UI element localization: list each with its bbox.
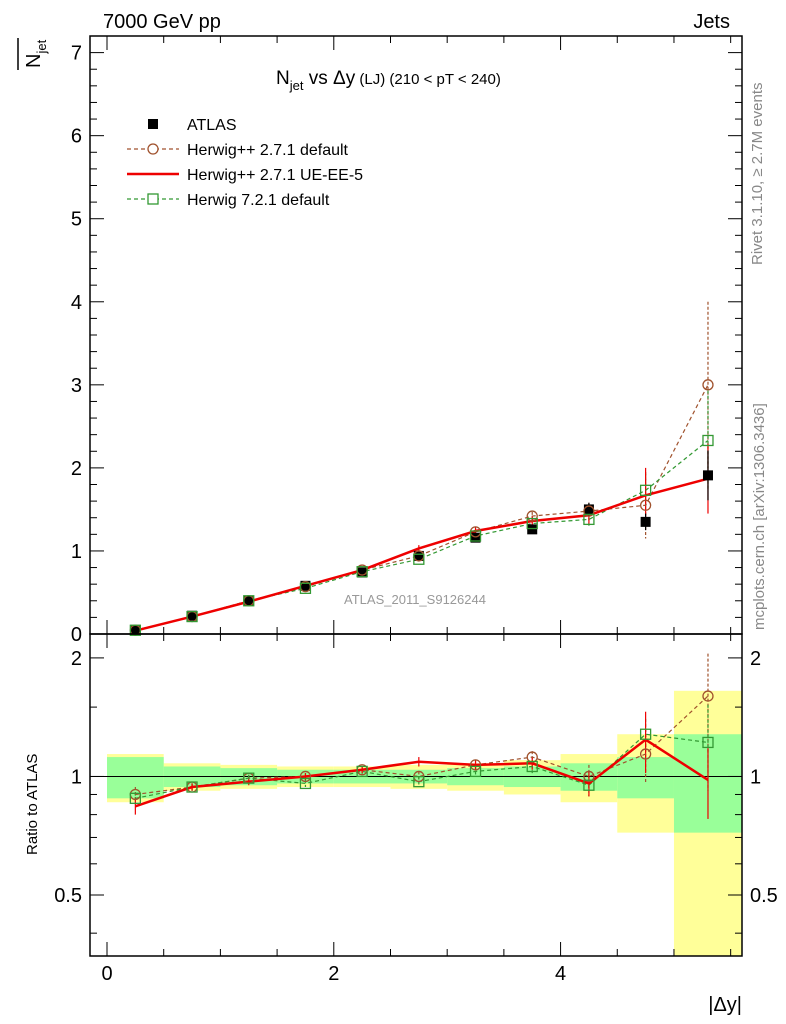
ratio-plot-series xyxy=(129,653,714,819)
legend: ATLAS Herwig++ 2.7.1 default Herwig++ 2.7.… xyxy=(127,117,363,209)
herwig7-ratio-marker xyxy=(639,728,652,740)
y-tick-label-main: 0 xyxy=(71,624,82,646)
y-tick-label-main: 1 xyxy=(71,541,82,563)
mcplots-label: mcplots.cern.ch [arXiv:1306.3436] xyxy=(751,403,768,630)
title-jet-sub: jet xyxy=(289,78,304,93)
ueee5-series-line xyxy=(135,477,709,632)
main-plot-series xyxy=(129,301,714,636)
ueee5-ratio-line xyxy=(134,738,709,808)
herwig7-marker xyxy=(469,530,482,542)
atlas-data-point xyxy=(470,532,481,543)
atlas-data-point xyxy=(640,516,651,527)
default-ratio-marker xyxy=(583,770,595,783)
y-tick-label-main: 7 xyxy=(71,43,82,65)
herwig7-ratio-marker xyxy=(356,765,368,778)
analysis-label: ATLAS_2011_S9126244 xyxy=(344,592,486,607)
default-marker xyxy=(702,379,714,391)
x-tick-label: 4 xyxy=(555,963,566,985)
x-tick-label: 0 xyxy=(101,963,112,985)
y-axis-label-main: Njet xyxy=(17,38,49,70)
ratio-data-bands xyxy=(90,690,742,956)
atlas-data-point xyxy=(243,595,254,606)
herwig7-marker xyxy=(129,624,142,636)
y-axis-label-ratio: Ratio to ATLAS xyxy=(24,754,41,855)
y-tick-label-ratio-right: 0.5 xyxy=(750,885,778,907)
herwig7-marker xyxy=(186,610,198,623)
y-tick-label-main: 2 xyxy=(71,458,82,480)
default-marker xyxy=(583,505,595,517)
herwig7-marker xyxy=(702,434,714,447)
herwig7-ratio-marker xyxy=(243,772,255,784)
ratio-band-inner xyxy=(107,757,164,799)
y-tick-label-ratio-right: 2 xyxy=(750,648,761,670)
herwig7-ratio-marker xyxy=(129,792,142,804)
herwig7-marker xyxy=(583,513,595,526)
rivet-version-label: Rivet 3.1.10, ≥ 2.7M events xyxy=(749,83,766,266)
herwig7-marker xyxy=(413,553,425,565)
atlas-data-point xyxy=(583,504,594,515)
atlas-data-point xyxy=(187,610,198,621)
default-ratio-marker xyxy=(299,770,312,783)
herwig7-ratio-marker xyxy=(413,776,425,788)
herwig7-ratio-marker xyxy=(702,736,714,749)
legend-label: Herwig++ 2.7.1 UE-EE-5 xyxy=(187,167,363,184)
y-tick-label-ratio-left: 1 xyxy=(71,766,82,788)
legend-marker-default xyxy=(147,143,159,155)
herwig7-marker xyxy=(639,484,652,496)
header-energy-label: 7000 GeV pp xyxy=(103,11,221,33)
y-tick-label-ratio-left: 2 xyxy=(71,648,82,670)
herwig7-marker xyxy=(356,566,368,578)
y-tick-label-main: 3 xyxy=(71,375,82,397)
herwig7-ratio-marker xyxy=(526,760,538,773)
atlas-data-point xyxy=(130,624,141,635)
atlas-data-point xyxy=(702,470,713,481)
y-tick-label-main: 5 xyxy=(71,209,82,231)
title-n: N xyxy=(276,68,290,89)
default-ratio-marker xyxy=(639,748,652,760)
plot-title: Njet vs Δy (LJ) (210 < pT < 240) xyxy=(276,68,501,93)
y-tick-label-main: 6 xyxy=(71,126,82,148)
herwig7-ratio-marker xyxy=(583,779,595,791)
x-axis-label: |Δy| xyxy=(708,994,742,1016)
default-marker xyxy=(639,499,652,511)
title-selection: (LJ) (210 < pT < 240) xyxy=(355,71,501,88)
herwig7-ratio-marker xyxy=(469,765,482,778)
herwig7-marker xyxy=(243,595,255,607)
default-ratio-marker xyxy=(702,690,714,702)
ylabel-jet-sub: jet xyxy=(34,39,49,54)
legend-label: Herwig++ 2.7.1 default xyxy=(187,142,349,159)
header-jets-label: Jets xyxy=(693,11,730,33)
legend-marker-atlas xyxy=(148,119,158,129)
default-ratio-marker xyxy=(469,759,482,771)
herwig7-ratio-marker xyxy=(299,777,312,790)
herwig7-ratio-marker xyxy=(186,781,198,793)
x-tick-label: 2 xyxy=(328,963,339,985)
herwig7-marker xyxy=(299,582,312,594)
atlas-data-point xyxy=(413,550,424,561)
default-marker xyxy=(526,510,538,522)
legend-label: Herwig 7.2.1 default xyxy=(187,192,330,209)
legend-marker-herwig7 xyxy=(147,193,159,205)
y-tick-label-main: 4 xyxy=(71,292,82,314)
atlas-data-point xyxy=(527,524,538,535)
ylabel-n: N xyxy=(23,54,45,68)
atlas-data-point xyxy=(300,580,311,591)
atlas-data-point xyxy=(357,567,368,578)
y-tick-label-ratio-left: 0.5 xyxy=(54,885,82,907)
ratio-plot-frame xyxy=(89,633,743,957)
svg-text:Njet vs Δy (LJ) (210 < pT < 24: Njet vs Δy (LJ) (210 < pT < 240) xyxy=(276,68,501,93)
herwig7-marker xyxy=(526,517,538,530)
y-tick-label-ratio-right: 1 xyxy=(750,766,761,788)
svg-text:Njet: Njet xyxy=(23,39,49,68)
title-vs: vs Δy xyxy=(303,68,355,89)
legend-label: ATLAS xyxy=(187,117,237,134)
